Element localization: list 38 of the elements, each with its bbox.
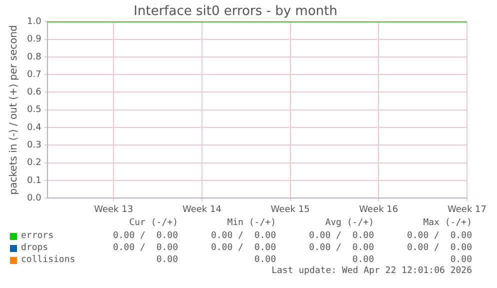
y-tick-label: 0.7 bbox=[26, 70, 42, 80]
y-tick-label: 0.0 bbox=[26, 194, 42, 204]
text: 0.00 / 0.00 bbox=[112, 243, 178, 253]
y-tick-label: 0.5 bbox=[26, 105, 42, 116]
y-tick-label: 0.6 bbox=[26, 88, 42, 98]
x-tick-label: Week 17 bbox=[448, 204, 486, 215]
text: Last update: Wed Apr 22 12:01:06 2026 bbox=[270, 266, 472, 276]
text: Min (-/+) bbox=[226, 218, 276, 230]
x-tick-label: Week 16 bbox=[359, 204, 398, 215]
x-tick-label: Week 14 bbox=[182, 204, 222, 215]
legend-label: drops bbox=[21, 243, 48, 253]
legend-label: errors bbox=[21, 231, 54, 241]
y-tick-label: 0.2 bbox=[26, 158, 42, 168]
y-tick-label: 0.8 bbox=[26, 52, 42, 62]
text: 0.00 / 0.00 bbox=[210, 243, 276, 253]
y-tick-label: 1.0 bbox=[26, 16, 42, 27]
text: Cur (-/+) bbox=[128, 218, 178, 230]
x-tick-label: Week 13 bbox=[94, 204, 134, 215]
text: 0.00 / 0.00 bbox=[210, 231, 276, 241]
text: Avg (-/+) bbox=[324, 218, 374, 230]
text: 0.00 / 0.00 bbox=[406, 243, 472, 253]
text: 0.00 bbox=[449, 255, 472, 265]
y-tick-label: 0.1 bbox=[26, 176, 42, 186]
y-tick-label: 0.4 bbox=[26, 122, 42, 133]
y-tick-label: 0.3 bbox=[26, 140, 42, 151]
text: 0.00 / 0.00 bbox=[406, 231, 472, 241]
text: 0.00 bbox=[155, 255, 178, 265]
text: 0.00 bbox=[351, 255, 374, 265]
text: 0.00 / 0.00 bbox=[308, 231, 374, 241]
y-tick-label: 0.9 bbox=[26, 34, 42, 45]
chart-title: Interface sit0 errors - by month bbox=[134, 4, 338, 20]
text: 0.00 bbox=[253, 255, 276, 265]
text: Max (-/+) bbox=[422, 218, 472, 230]
text: 0.00 / 0.00 bbox=[112, 231, 178, 241]
y-axis-title: packets in (-) / out (+) per second bbox=[8, 25, 20, 195]
x-tick-label: Week 15 bbox=[270, 204, 310, 215]
legend-label: collisions bbox=[21, 255, 76, 265]
text: 0.00 / 0.00 bbox=[308, 243, 374, 253]
